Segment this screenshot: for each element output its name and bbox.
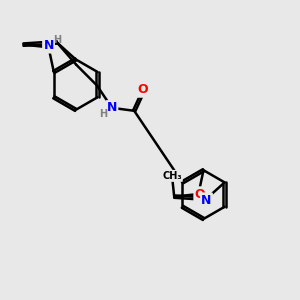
Text: N: N: [201, 194, 212, 207]
Text: H: H: [53, 35, 61, 45]
Text: N: N: [107, 101, 117, 114]
Text: O: O: [138, 83, 148, 97]
Text: H: H: [100, 110, 108, 119]
Text: O: O: [195, 188, 205, 201]
Text: CH₃: CH₃: [162, 171, 182, 181]
Text: N: N: [44, 39, 54, 52]
